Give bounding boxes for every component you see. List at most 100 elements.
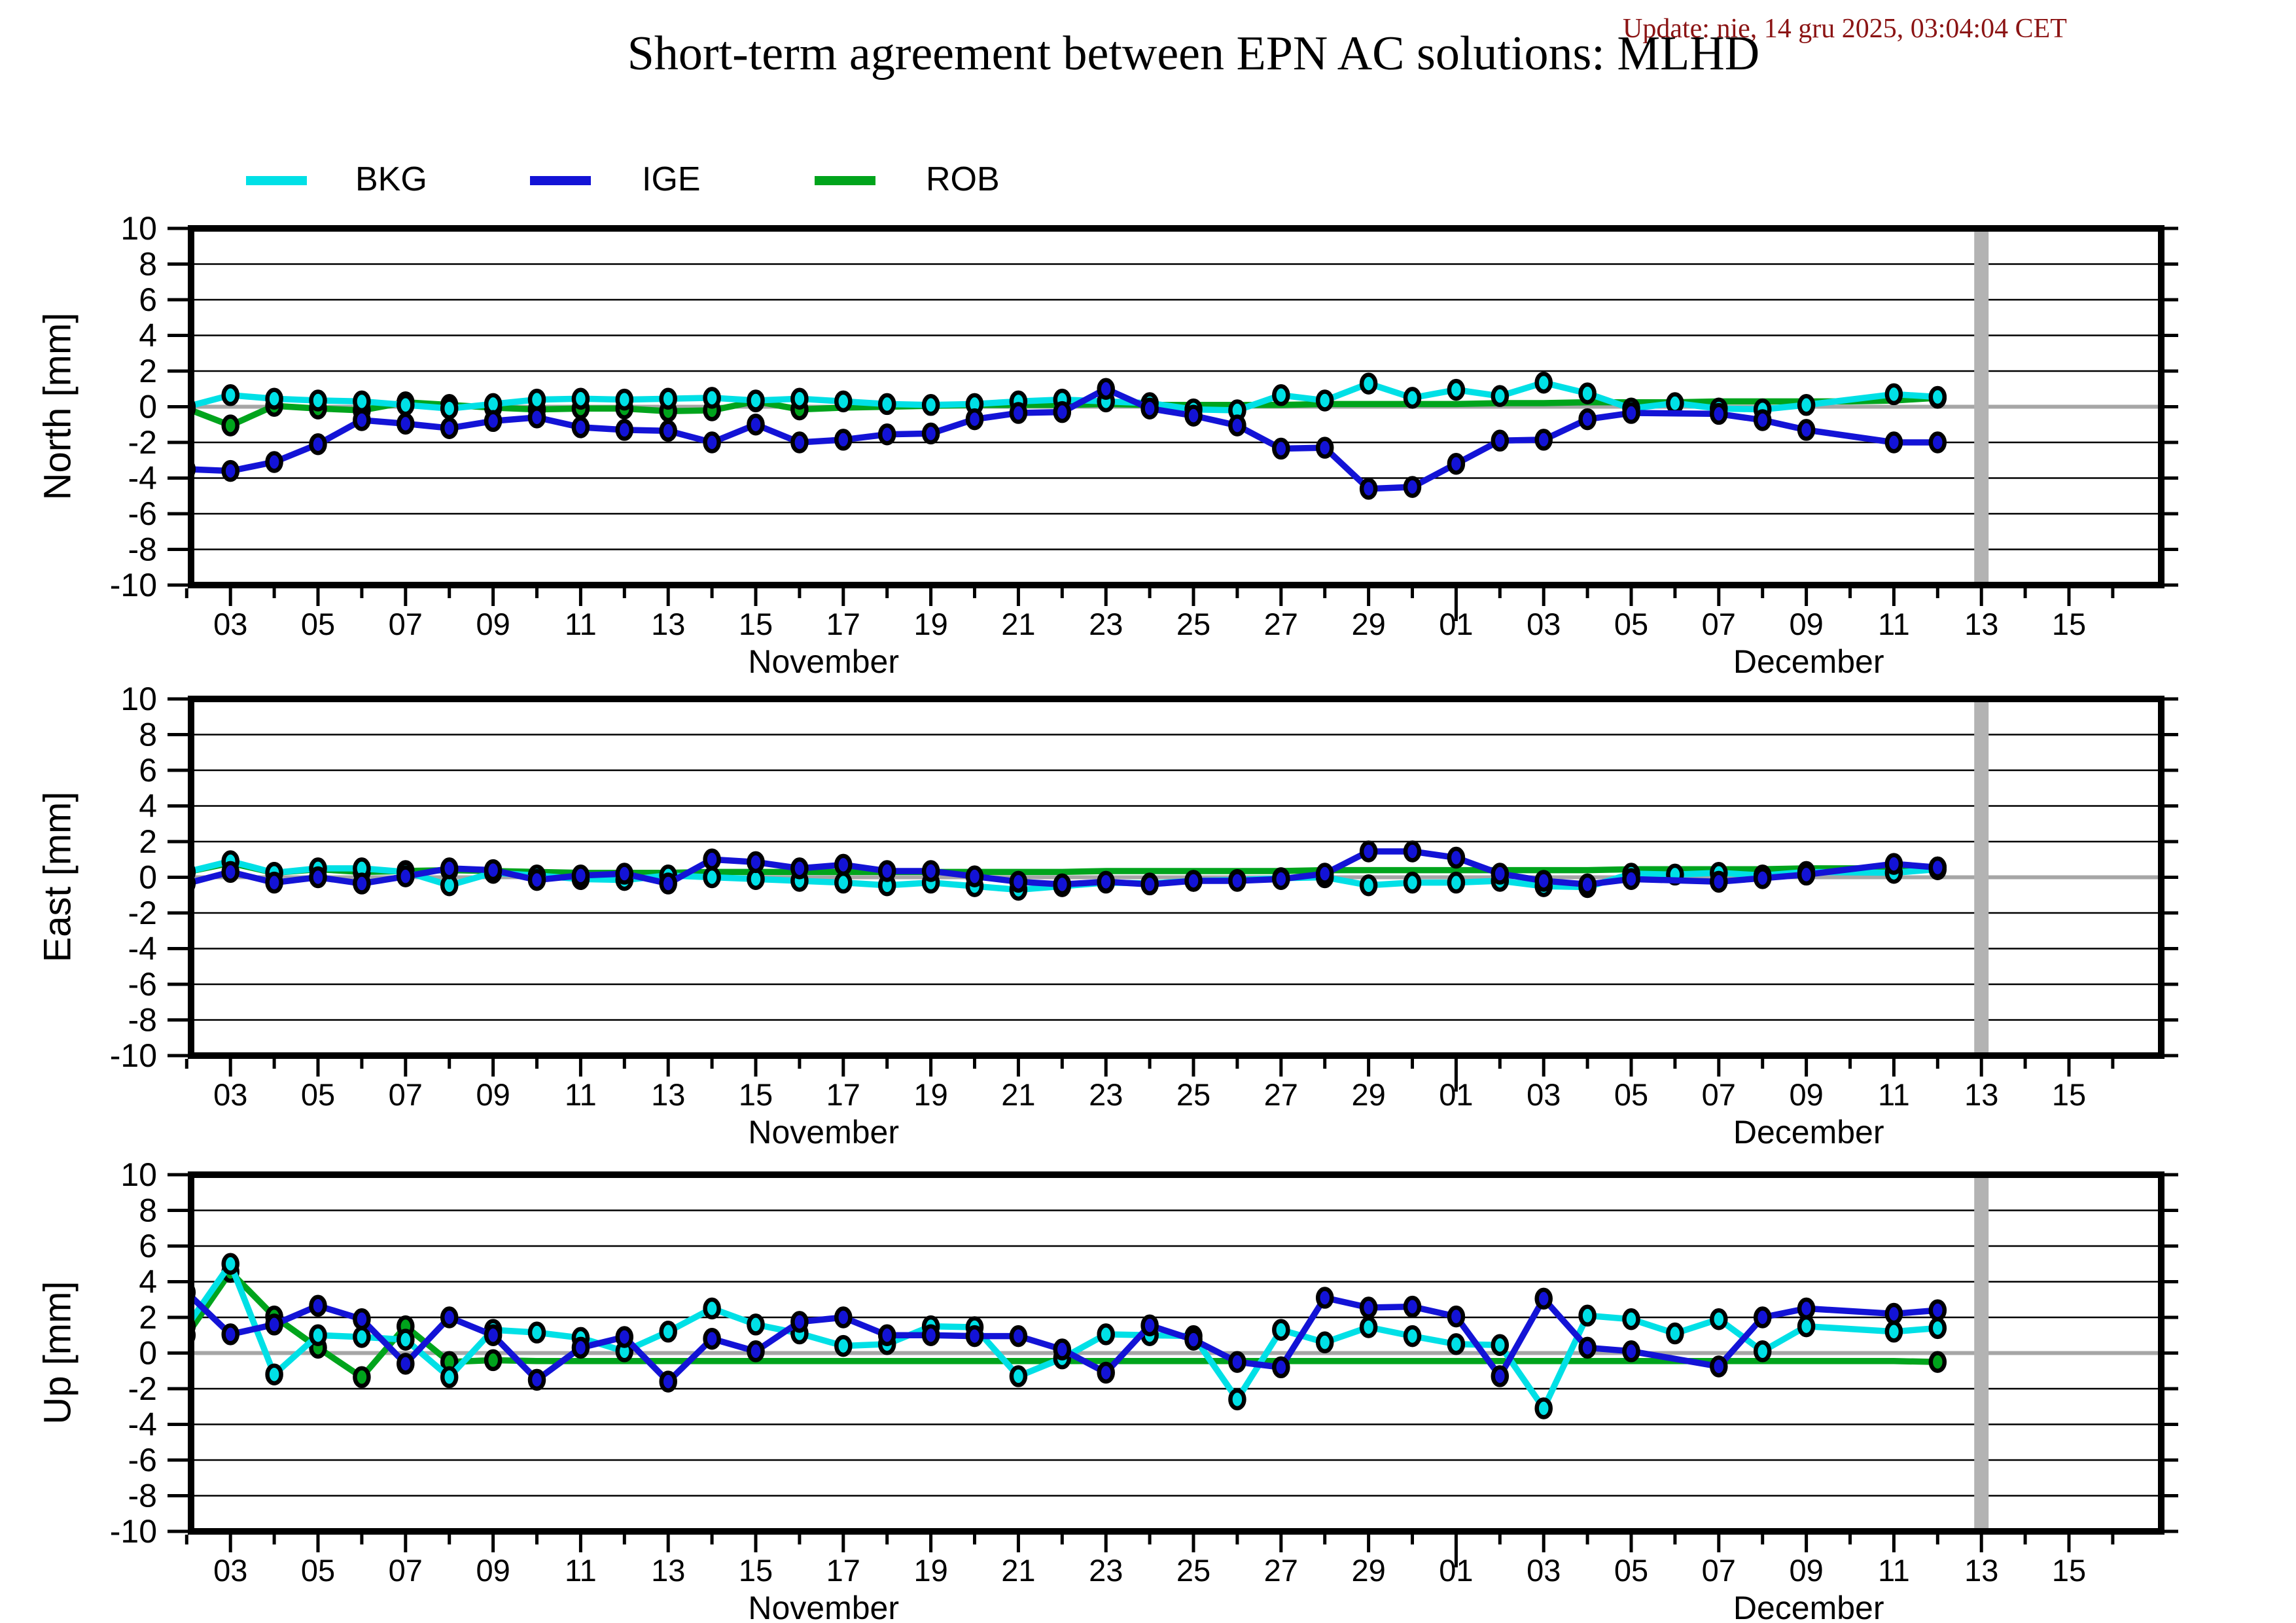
data-point-BKG xyxy=(1928,385,1947,408)
data-point-IGE xyxy=(1928,431,1947,454)
data-point-BKG xyxy=(1491,385,1510,407)
data-point-BKG xyxy=(1710,1308,1728,1330)
x-tick-label: 13 xyxy=(1964,607,1998,641)
data-point-BKG xyxy=(834,1334,853,1357)
legend-label-bkg: BKG xyxy=(355,160,427,198)
data-point-BKG xyxy=(440,1366,459,1389)
x-tick-label: 27 xyxy=(1264,1553,1298,1588)
data-point-IGE xyxy=(747,414,765,436)
data-point-IGE xyxy=(1009,870,1028,893)
data-point-IGE xyxy=(877,1324,896,1346)
data-point-IGE xyxy=(1403,840,1422,863)
data-point-IGE xyxy=(1359,840,1378,863)
y-tick-label: 4 xyxy=(139,1264,157,1300)
x-tick-label: 19 xyxy=(913,1553,947,1588)
data-point-IGE xyxy=(703,431,721,454)
y-tick-label: 8 xyxy=(139,1192,157,1229)
data-point-BKG xyxy=(397,1329,415,1351)
x-tick-label: 17 xyxy=(826,607,860,641)
data-point-BKG xyxy=(1359,1316,1378,1338)
data-point-IGE xyxy=(1184,870,1203,892)
y-tick-label: 0 xyxy=(139,389,157,425)
data-point-IGE xyxy=(1009,1325,1028,1347)
data-point-BKG xyxy=(1753,1340,1772,1363)
data-point-IGE xyxy=(703,1327,721,1350)
y-tick-label: -2 xyxy=(128,1370,157,1407)
data-point-IGE xyxy=(309,433,327,455)
data-point-BKG xyxy=(527,388,546,411)
x-tick-label: 11 xyxy=(1878,1077,1910,1112)
x-tick-label: 09 xyxy=(476,1553,510,1588)
y-tick-label: 8 xyxy=(139,246,157,283)
data-point-IGE xyxy=(1622,1340,1640,1363)
data-point-BKG xyxy=(1447,1333,1466,1355)
data-point-BKG xyxy=(1447,871,1466,894)
data-point-IGE xyxy=(1578,1336,1597,1359)
data-point-BKG xyxy=(1534,371,1553,394)
y-tick-label: 8 xyxy=(139,717,157,753)
x-tick-label: 11 xyxy=(1878,1553,1910,1588)
x-tick-label: 17 xyxy=(826,1077,860,1112)
x-tick-label: 15 xyxy=(2052,1077,2086,1112)
y-tick-label: -8 xyxy=(128,1002,157,1039)
x-tick-label: 25 xyxy=(1176,607,1210,641)
x-tick-label: 09 xyxy=(476,607,510,641)
x-tick-label: 21 xyxy=(1001,1553,1035,1588)
x-tick-label: 05 xyxy=(1614,607,1648,641)
data-point-BKG xyxy=(1009,1365,1028,1387)
data-point-BKG xyxy=(1359,372,1378,395)
y-tick-label: -6 xyxy=(128,966,157,1003)
x-tick-label: 21 xyxy=(1001,1077,1035,1112)
data-point-IGE xyxy=(659,872,677,895)
x-tick-label: 13 xyxy=(1964,1077,1998,1112)
y-tick-label: -10 xyxy=(110,1513,157,1550)
data-point-BKG xyxy=(659,1321,677,1343)
x-tick-label: 07 xyxy=(1702,1553,1736,1588)
data-point-IGE xyxy=(1928,1299,1947,1321)
data-point-IGE xyxy=(221,1323,239,1346)
data-point-IGE xyxy=(1491,863,1510,885)
x-tick-label: 01 xyxy=(1439,1553,1473,1588)
y-tick-label: -4 xyxy=(128,931,157,967)
data-point-BKG xyxy=(921,394,940,416)
x-tick-label: 11 xyxy=(565,607,597,641)
x-tick-label: 19 xyxy=(913,607,947,641)
data-point-IGE xyxy=(1053,1338,1072,1361)
x-tick-label: 01 xyxy=(1439,607,1473,641)
data-point-BKG xyxy=(1534,1397,1553,1419)
data-point-IGE xyxy=(615,1326,634,1348)
x-tick-label: 27 xyxy=(1264,607,1298,641)
data-point-IGE xyxy=(1710,1355,1728,1378)
data-point-IGE xyxy=(1097,1361,1115,1384)
y-tick-label: -4 xyxy=(128,460,157,497)
data-point-IGE xyxy=(353,872,371,895)
y-tick-label: 6 xyxy=(139,281,157,318)
y-tick-label: 10 xyxy=(120,210,157,247)
x-tick-label: 15 xyxy=(739,1077,773,1112)
data-point-IGE xyxy=(397,1353,415,1375)
data-point-BKG xyxy=(353,390,371,413)
data-point-IGE xyxy=(1403,1295,1422,1318)
data-point-IGE xyxy=(790,431,809,454)
data-point-BKG xyxy=(834,390,853,413)
data-point-ROB xyxy=(221,414,239,437)
month-label-december: December xyxy=(1733,1114,1884,1150)
data-point-BKG xyxy=(1666,392,1684,414)
x-tick-label: 01 xyxy=(1439,1077,1473,1112)
data-point-IGE xyxy=(1228,870,1246,892)
x-tick-label: 29 xyxy=(1351,1553,1385,1588)
data-point-IGE xyxy=(1797,419,1816,441)
data-point-IGE xyxy=(221,861,239,883)
x-tick-label: 25 xyxy=(1176,1553,1210,1588)
x-tick-label: 07 xyxy=(389,1553,423,1588)
data-point-BKG xyxy=(1315,1331,1334,1353)
data-point-IGE xyxy=(1403,476,1422,498)
x-tick-label: 21 xyxy=(1001,607,1035,641)
data-point-BKG xyxy=(571,387,590,410)
data-point-BKG xyxy=(397,394,415,416)
data-point-IGE xyxy=(877,860,896,882)
x-tick-label: 05 xyxy=(1614,1553,1648,1588)
data-point-ROB xyxy=(353,1366,371,1389)
x-tick-label: 09 xyxy=(476,1077,510,1112)
